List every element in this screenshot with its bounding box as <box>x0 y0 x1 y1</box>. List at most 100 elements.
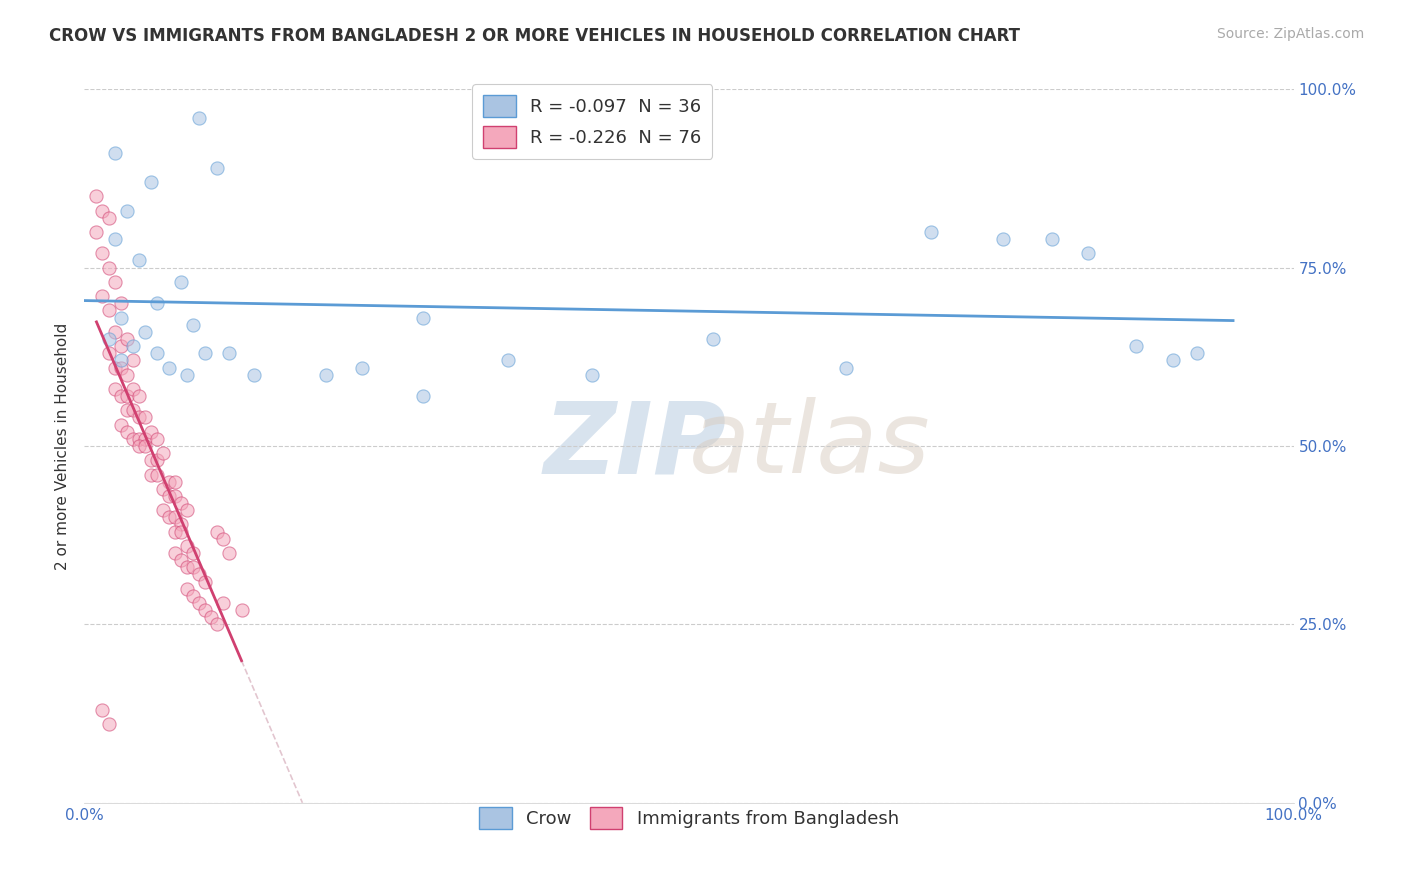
Point <box>176 539 198 553</box>
Point <box>91 246 114 260</box>
Point <box>104 325 127 339</box>
Point <box>121 403 143 417</box>
Text: atlas: atlas <box>689 398 931 494</box>
Point <box>412 310 434 325</box>
Point <box>194 574 217 589</box>
Point <box>165 489 187 503</box>
Point <box>188 567 211 582</box>
Point <box>115 203 138 218</box>
Point <box>1040 232 1063 246</box>
Point <box>920 225 942 239</box>
Point <box>146 346 169 360</box>
Point <box>165 546 187 560</box>
Point <box>91 289 114 303</box>
Point <box>128 432 150 446</box>
Point <box>165 510 187 524</box>
Point <box>128 439 150 453</box>
Point <box>104 232 127 246</box>
Point <box>157 360 180 375</box>
Point <box>207 617 229 632</box>
Point <box>352 360 374 375</box>
Point <box>835 360 858 375</box>
Point <box>1185 346 1208 360</box>
Point <box>176 503 198 517</box>
Point <box>146 453 169 467</box>
Point <box>157 489 180 503</box>
Point <box>218 546 240 560</box>
Point <box>152 482 174 496</box>
Point <box>104 382 127 396</box>
Point <box>115 368 138 382</box>
Point <box>121 339 143 353</box>
Point <box>581 368 603 382</box>
Point <box>157 475 180 489</box>
Text: CROW VS IMMIGRANTS FROM BANGLADESH 2 OR MORE VEHICLES IN HOUSEHOLD CORRELATION C: CROW VS IMMIGRANTS FROM BANGLADESH 2 OR … <box>49 27 1021 45</box>
Point <box>176 368 198 382</box>
Point <box>115 403 138 417</box>
Point <box>212 596 235 610</box>
Point <box>97 346 120 360</box>
Point <box>128 410 150 425</box>
Point <box>194 603 217 617</box>
Point <box>181 318 204 332</box>
Point <box>218 346 240 360</box>
Point <box>702 332 724 346</box>
Point <box>1161 353 1184 368</box>
Point <box>1077 246 1099 260</box>
Point <box>152 446 174 460</box>
Point <box>194 346 217 360</box>
Point <box>231 603 253 617</box>
Point <box>121 432 143 446</box>
Point <box>134 432 156 446</box>
Point <box>134 439 156 453</box>
Point <box>110 389 132 403</box>
Point <box>104 146 127 161</box>
Point <box>139 453 162 467</box>
Point <box>207 524 229 539</box>
Point <box>104 275 127 289</box>
Point <box>115 425 138 439</box>
Point <box>242 368 264 382</box>
Point <box>115 332 138 346</box>
Point <box>110 310 132 325</box>
Point <box>86 189 108 203</box>
Point <box>188 596 211 610</box>
Point <box>165 475 187 489</box>
Point <box>128 389 150 403</box>
Point <box>165 524 187 539</box>
Point <box>181 560 204 574</box>
Point <box>200 610 222 624</box>
Point <box>97 211 120 225</box>
Point <box>91 203 114 218</box>
Point <box>91 703 114 717</box>
Point <box>110 339 132 353</box>
Point <box>110 360 132 375</box>
Point <box>181 589 204 603</box>
Point <box>1125 339 1147 353</box>
Point <box>146 467 169 482</box>
Point <box>97 303 120 318</box>
Point <box>188 111 211 125</box>
Point <box>104 360 127 375</box>
Point <box>170 524 193 539</box>
Point <box>146 432 169 446</box>
Point <box>110 296 132 310</box>
Point <box>157 510 180 524</box>
Point <box>128 253 150 268</box>
Point <box>181 546 204 560</box>
Point <box>496 353 519 368</box>
Point <box>176 560 198 574</box>
Point <box>412 389 434 403</box>
Point <box>993 232 1015 246</box>
Point <box>170 553 193 567</box>
Point <box>134 410 156 425</box>
Point <box>97 332 120 346</box>
Point <box>110 353 132 368</box>
Point <box>170 275 193 289</box>
Text: ZIP: ZIP <box>544 398 727 494</box>
Point <box>121 382 143 396</box>
Legend: Crow, Immigrants from Bangladesh: Crow, Immigrants from Bangladesh <box>472 800 905 837</box>
Point <box>115 389 138 403</box>
Point <box>86 225 108 239</box>
Point <box>170 496 193 510</box>
